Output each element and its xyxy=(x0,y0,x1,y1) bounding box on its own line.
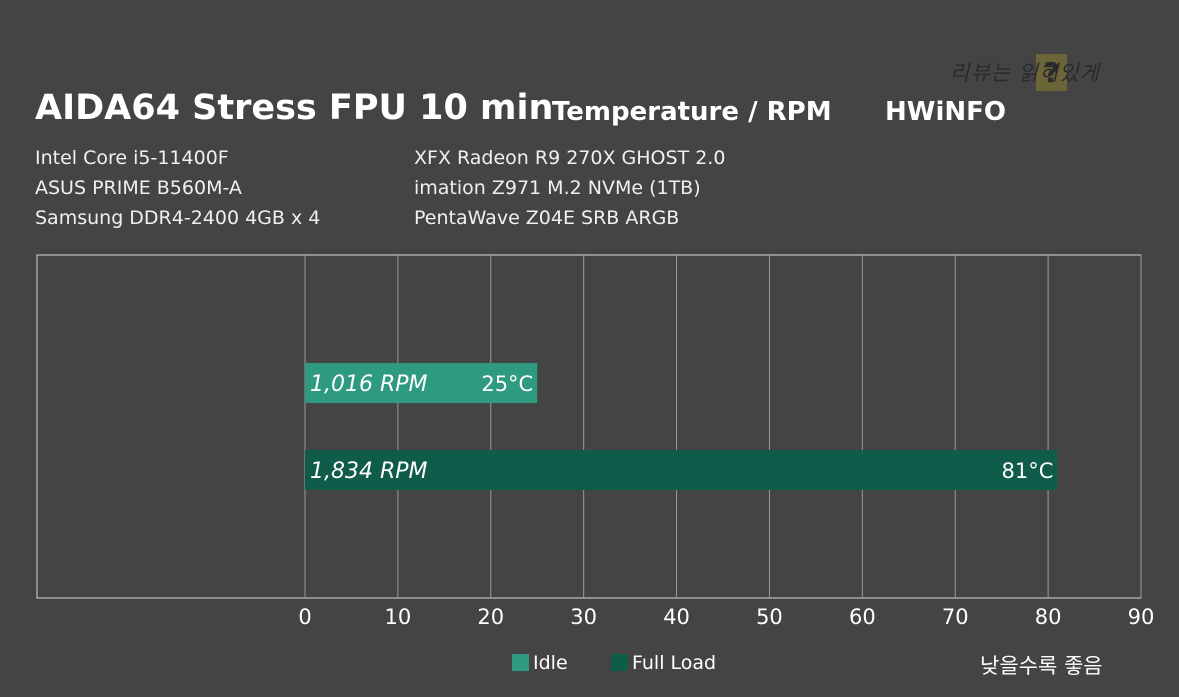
x-tick-label-60: 60 xyxy=(849,605,876,629)
bar-value-label-full-load: 81°C xyxy=(1002,459,1054,483)
x-tick-label-20: 20 xyxy=(477,605,504,629)
spec-gpu: XFX Radeon R9 270X GHOST 2.0 xyxy=(414,147,726,169)
chart-metric-label: Temperature / RPM xyxy=(552,97,832,127)
plot-frame xyxy=(36,254,1142,599)
chart-tool-label: HWiNFO xyxy=(885,97,1006,127)
spec-motherboard: ASUS PRIME B560M-A xyxy=(35,177,242,199)
chart-title: AIDA64 Stress FPU 10 min xyxy=(35,88,554,128)
bar-full-load xyxy=(305,450,1058,490)
legend-swatch-full-load xyxy=(611,654,628,671)
x-tick-label-30: 30 xyxy=(570,605,597,629)
bar-rpm-label-full-load: 1,834 RPM xyxy=(310,459,428,484)
spec-memory: Samsung DDR4-2400 4GB x 4 xyxy=(35,207,321,229)
legend-item-idle: Idle xyxy=(512,652,568,674)
x-tick-label-80: 80 xyxy=(1035,605,1062,629)
lower-is-better-note: 낮을수록 좋음 xyxy=(980,654,1103,678)
watermark-question-icon: ? xyxy=(1043,56,1060,89)
watermark-badge xyxy=(1036,54,1067,91)
x-tick-label-90: 90 xyxy=(1128,605,1155,629)
spec-cooler: PentaWave Z04E SRB ARGB xyxy=(414,207,680,229)
x-tick-label-50: 50 xyxy=(756,605,783,629)
watermark-text: 리뷰는 읽히있게 xyxy=(950,61,1100,85)
legend-item-full-load: Full Load xyxy=(611,652,716,674)
spec-storage: imation Z971 M.2 NVMe (1TB) xyxy=(414,177,701,199)
bar-rpm-label-idle: 1,016 RPM xyxy=(310,372,428,397)
bar-idle xyxy=(305,363,538,403)
legend-label-idle: Idle xyxy=(533,652,568,674)
x-tick-label-70: 70 xyxy=(942,605,969,629)
legend-label-full-load: Full Load xyxy=(632,652,717,674)
legend-swatch-idle xyxy=(512,654,529,671)
x-tick-label-40: 40 xyxy=(663,605,690,629)
x-tick-label-0: 0 xyxy=(298,605,311,629)
bar-value-label-idle: 25°C xyxy=(481,372,533,396)
x-tick-label-10: 10 xyxy=(385,605,412,629)
spec-cpu: Intel Core i5-11400F xyxy=(35,147,229,169)
